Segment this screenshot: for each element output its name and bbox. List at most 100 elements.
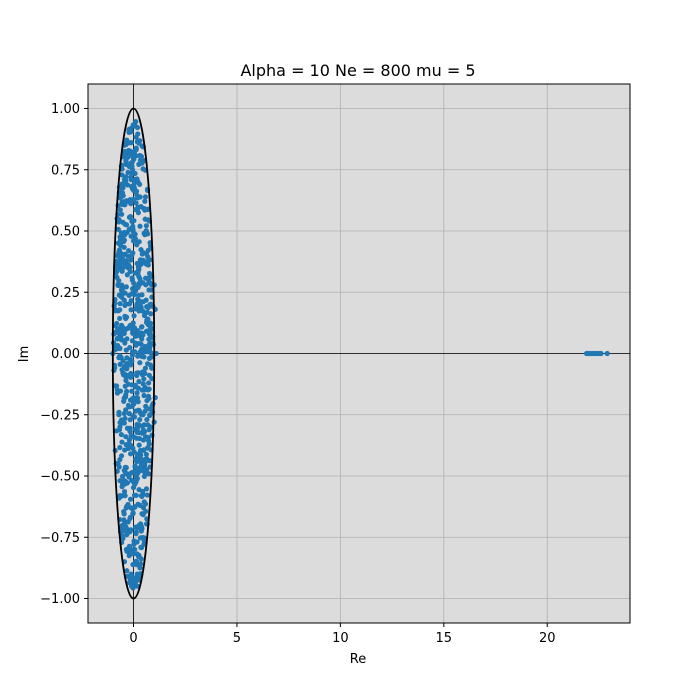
- scatter-point: [119, 420, 125, 426]
- scatter-point: [115, 226, 121, 232]
- scatter-point: [147, 412, 153, 419]
- scatter-point: [144, 317, 150, 323]
- y-tick-label-0: −1.00: [40, 592, 80, 607]
- scatter-point: [121, 398, 127, 404]
- x-axis-label: Re: [350, 652, 366, 667]
- scatter-point: [130, 413, 136, 419]
- x-tick-label-0: 0: [129, 631, 137, 646]
- scatter-point: [127, 428, 133, 434]
- scatter-point: [128, 307, 134, 313]
- scatter-point: [129, 163, 135, 170]
- scatter-point: [137, 535, 143, 541]
- scatter-point: [141, 205, 147, 211]
- scatter-point: [120, 358, 126, 364]
- scatter-point: [118, 322, 125, 328]
- scatter-point: [146, 395, 152, 402]
- scatter-point: [122, 447, 128, 453]
- scatter-point: [120, 285, 126, 291]
- scatter-point: [132, 504, 138, 510]
- scatter-point: [119, 473, 126, 480]
- scatter-point: [116, 412, 122, 418]
- unit-ellipse: [111, 107, 156, 600]
- scatter-point: [123, 301, 129, 307]
- scatter-point: [146, 275, 153, 281]
- scatter-point: [122, 221, 128, 227]
- scatter-point: [119, 533, 126, 539]
- y-tick-label-3: −0.25: [40, 408, 80, 423]
- scatter-point: [138, 324, 145, 330]
- scatter-point: [120, 185, 126, 191]
- scatter-point: [121, 260, 128, 267]
- scatter-point: [143, 451, 149, 457]
- scatter-point: [148, 320, 154, 326]
- scatter-point: [132, 148, 138, 154]
- y-tick-label-8: 1.00: [51, 102, 80, 117]
- y-tick-label-6: 0.50: [51, 225, 80, 240]
- scatter-point: [126, 543, 132, 549]
- scatter-point: [136, 273, 142, 279]
- scatter-point: [136, 298, 143, 304]
- scatter-point: [144, 417, 150, 423]
- scatter-point: [136, 161, 142, 167]
- scatter-point: [137, 360, 143, 366]
- scatter-point: [135, 204, 141, 210]
- scatter-point: [121, 244, 127, 250]
- scatter-point-outlier-7: [131, 578, 138, 584]
- scatter-point: [124, 372, 130, 379]
- scatter-point: [142, 198, 148, 204]
- scatter-point: [126, 214, 133, 220]
- scatter-point: [135, 353, 141, 359]
- scatter-point: [129, 388, 135, 394]
- scatter-point: [121, 467, 127, 473]
- scatter-point: [134, 425, 141, 431]
- scatter-point: [124, 355, 130, 361]
- scatter-point: [137, 223, 143, 229]
- scatter-point: [126, 248, 132, 254]
- y-tick-label-1: −0.75: [40, 531, 80, 546]
- scatter-point: [118, 431, 124, 438]
- scatter-point-outlier-9: [137, 561, 143, 567]
- x-tick-label-1: 5: [233, 631, 241, 646]
- scatter-point: [133, 531, 139, 537]
- scatter-point: [148, 334, 154, 340]
- scatter-point: [126, 129, 132, 135]
- scatter-point: [137, 349, 143, 355]
- scatter-point: [117, 345, 123, 352]
- scatter-point: [146, 380, 152, 386]
- scatter-point-outlier-17: [598, 350, 604, 357]
- scatter-point: [130, 561, 136, 568]
- scatter-point: [147, 302, 153, 308]
- scatter-point: [136, 430, 142, 436]
- scatter-point: [145, 261, 151, 267]
- scatter-point: [124, 388, 130, 394]
- scatter-point: [115, 251, 121, 257]
- scatter-point: [128, 174, 134, 180]
- scatter-point: [141, 392, 147, 399]
- scatter-point: [121, 202, 127, 208]
- scatter-point: [126, 553, 132, 559]
- scatter-point: [141, 312, 148, 319]
- scatter-point: [146, 386, 152, 392]
- grid: [88, 84, 630, 623]
- scatter-point: [137, 447, 144, 454]
- scatter-point: [121, 509, 127, 515]
- x-tick-label-4: 20: [539, 631, 556, 646]
- scatter-point: [127, 345, 133, 351]
- scatter-point: [143, 282, 149, 288]
- scatter-point: [121, 180, 128, 187]
- scatter-point: [122, 520, 128, 526]
- scatter-point: [140, 427, 146, 433]
- scatter-point: [131, 313, 137, 319]
- scatter-point: [117, 207, 123, 213]
- scatter-point: [128, 201, 134, 207]
- scatter-point: [136, 554, 142, 560]
- scatter-point: [127, 496, 134, 502]
- scatter-point: [130, 510, 136, 516]
- scatter-point: [135, 407, 141, 413]
- scatter-point: [127, 417, 133, 423]
- scatter-point: [118, 258, 124, 264]
- scatter-point: [123, 505, 129, 511]
- scatter-point: [119, 367, 125, 373]
- scatter-point: [133, 200, 139, 206]
